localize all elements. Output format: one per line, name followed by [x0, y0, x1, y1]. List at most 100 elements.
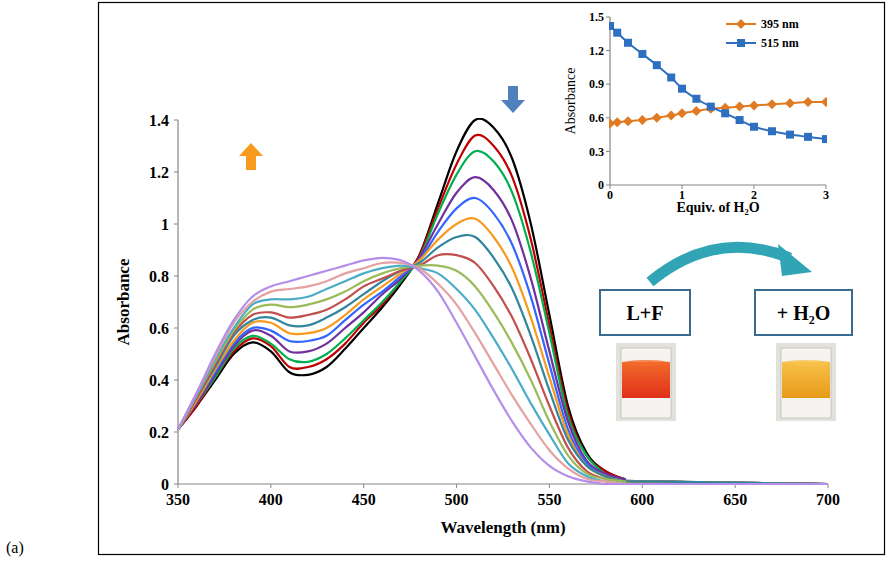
x-axis-line: [610, 184, 826, 185]
chart-1: 012300.30.60.91.21.5Equiv. of H₂OAbsorba…: [563, 10, 831, 215]
legend-label: 515 nm: [761, 36, 799, 50]
marker: [623, 116, 633, 126]
y-axis-title: Absorbance: [563, 68, 578, 135]
y-axis-line: [609, 17, 610, 185]
data-group: [178, 119, 828, 485]
x-tick: [363, 484, 364, 488]
marker: [803, 97, 813, 107]
y-tick: [606, 84, 610, 85]
legend-label: 395 nm: [761, 17, 799, 31]
x-tick-label: 450: [352, 491, 376, 508]
y-tick-label: 0.6: [589, 111, 604, 125]
decrease-arrow: [501, 86, 525, 113]
increase-arrow: [239, 143, 263, 170]
marker: [750, 123, 758, 131]
y-tick-label: 0.2: [149, 424, 169, 441]
y-tick: [606, 117, 610, 118]
cuvette-liquid: [782, 362, 830, 398]
marker: [821, 97, 827, 107]
annotation-box: [755, 290, 852, 335]
y-tick: [174, 224, 178, 225]
cuvette-glass: [781, 348, 831, 418]
cuvette-glass: [621, 348, 671, 418]
legend: 395 nm 515 nm: [726, 17, 799, 50]
y-tick-label: 0.4: [149, 372, 169, 389]
x-tick-label: 700: [816, 491, 840, 508]
x-tick: [270, 484, 271, 488]
x-tick-label: 650: [723, 491, 747, 508]
figure-frame: [99, 3, 885, 555]
y-tick: [174, 380, 178, 381]
x-tick-label: 350: [166, 491, 190, 508]
series-line: [178, 258, 828, 484]
y-tick: [174, 328, 178, 329]
marker: [653, 61, 661, 69]
y-tick-label: 1.2: [149, 164, 169, 181]
series-line: [178, 218, 828, 484]
y-tick: [174, 484, 178, 485]
x-tick-label: 550: [537, 491, 561, 508]
data-group: [609, 22, 827, 143]
marker: [736, 116, 744, 124]
marker: [638, 50, 646, 58]
x-tick-label: 400: [259, 491, 283, 508]
y-tick: [174, 172, 178, 173]
y-tick: [606, 50, 610, 51]
marker: [677, 108, 687, 118]
y-tick-label: 0.6: [149, 320, 169, 337]
y-tick-label: 1.5: [589, 10, 604, 24]
figure: 35040045050055060065070000.20.40.60.811.…: [0, 0, 888, 563]
liquid-surface: [782, 360, 830, 366]
photo-background: [616, 343, 676, 421]
liquid-surface: [622, 360, 670, 366]
marker: [768, 127, 776, 135]
panel-label: (a): [6, 539, 24, 557]
series-line: [178, 119, 828, 484]
y-tick-label: 0.9: [589, 77, 604, 91]
marker: [804, 133, 812, 141]
x-tick: [549, 484, 550, 488]
marker: [735, 102, 745, 112]
y-tick-label: 1.2: [589, 44, 604, 58]
x-tick: [456, 484, 457, 488]
marker: [678, 85, 686, 93]
y-tick-label: 1: [161, 216, 169, 233]
legend-marker: [736, 19, 746, 29]
series-line: [178, 198, 828, 484]
marker: [667, 73, 675, 81]
marker: [691, 106, 701, 116]
photo-background: [776, 343, 836, 421]
series-line: [178, 262, 828, 484]
annotation-label: L+F: [627, 302, 664, 324]
chart-0: 35040045050055060065070000.20.40.60.811.…: [114, 112, 840, 537]
curved-arrow: [650, 247, 790, 282]
series-line: [610, 26, 826, 139]
x-axis-title: Equiv. of H₂O: [676, 200, 759, 215]
marker: [721, 109, 729, 117]
y-tick-label: 0.3: [589, 145, 604, 159]
y-axis-title: Absorbance: [114, 258, 133, 345]
marker: [637, 115, 647, 125]
marker: [612, 117, 622, 127]
series-line: [178, 254, 828, 484]
series-line: [178, 177, 828, 484]
marker: [666, 111, 676, 121]
y-tick: [606, 151, 610, 152]
series-line: [178, 266, 828, 485]
series-line: [178, 265, 828, 484]
marker: [692, 95, 700, 103]
x-axis-title: Wavelength (nm): [440, 518, 565, 537]
series-line: [178, 235, 828, 484]
y-tick: [174, 120, 178, 121]
marker: [822, 135, 827, 143]
x-tick-label: 0: [607, 188, 613, 202]
marker: [786, 131, 794, 139]
y-tick-label: 0: [598, 178, 604, 192]
marker: [767, 99, 777, 109]
series-line: [178, 151, 828, 484]
y-tick-label: 0: [161, 476, 169, 493]
marker: [624, 39, 632, 47]
x-tick: [178, 484, 179, 488]
legend-marker: [737, 39, 745, 47]
marker: [652, 113, 662, 123]
